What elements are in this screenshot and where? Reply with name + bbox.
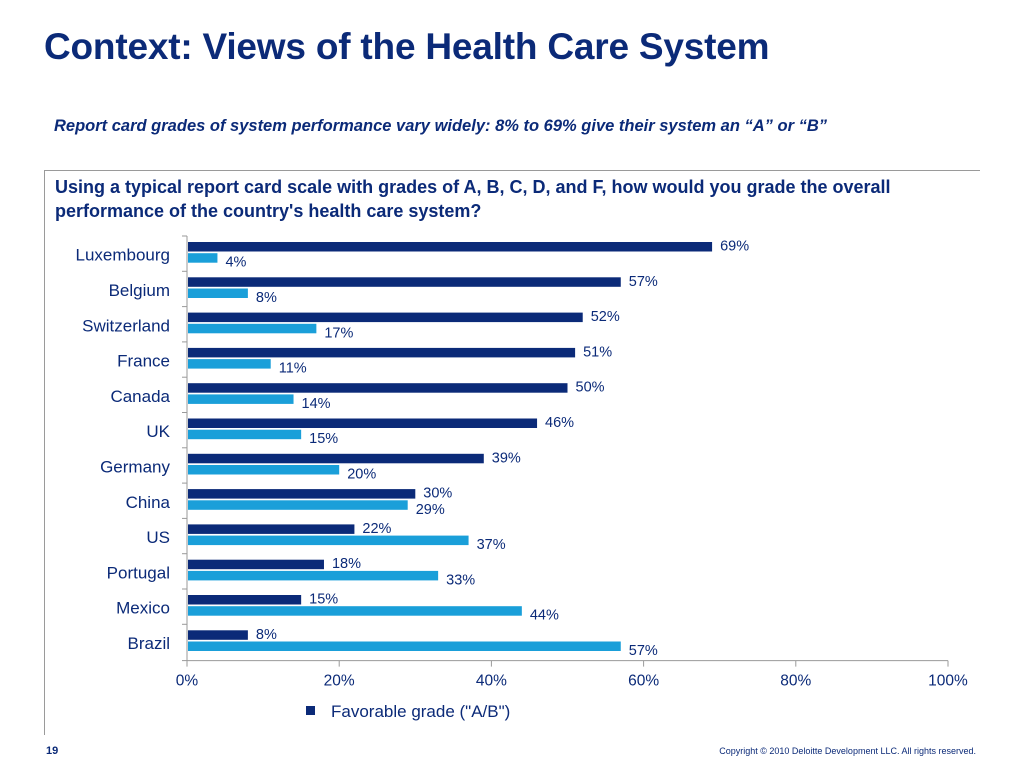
slide-title: Context: Views of the Health Care System — [44, 26, 770, 67]
data-label-favorable: 46% — [545, 415, 574, 431]
chart-title: Using a typical report card scale with g… — [55, 177, 891, 221]
data-label-series-2: 11% — [279, 361, 307, 377]
bar-favorable — [188, 524, 355, 534]
x-tick-label: 40% — [476, 673, 507, 690]
bar-series-2 — [188, 253, 218, 263]
bar-favorable — [188, 630, 248, 640]
category-label: Germany — [100, 457, 170, 476]
copyright-notice: Copyright © 2010 Deloitte Development LL… — [719, 746, 976, 756]
category-label: US — [146, 528, 170, 547]
x-tick-label: 20% — [324, 673, 355, 690]
chart-frame-left-border — [44, 170, 45, 735]
data-label-series-2: 44% — [530, 608, 559, 624]
data-label-favorable: 50% — [576, 380, 605, 396]
data-label-series-2: 15% — [309, 431, 338, 447]
bar-series-2 — [188, 394, 294, 404]
bar-series-2 — [188, 359, 271, 369]
data-label-favorable: 15% — [309, 592, 338, 608]
data-label-series-2: 17% — [324, 325, 353, 341]
slide-subtitle: Report card grades of system performance… — [54, 117, 828, 135]
bar-series-2 — [188, 535, 469, 546]
category-label: Belgium — [109, 281, 170, 300]
category-label: Brazil — [127, 634, 170, 653]
data-label-series-2: 20% — [347, 467, 376, 483]
chart-frame-top-border — [44, 170, 980, 171]
bar-favorable — [188, 418, 538, 428]
bar-favorable — [188, 242, 713, 252]
bar-series-2 — [188, 570, 439, 581]
data-label-favorable: 51% — [583, 344, 612, 360]
category-label: Canada — [110, 387, 170, 406]
data-label-series-2: 29% — [416, 502, 445, 518]
data-label-favorable: 69% — [720, 239, 749, 255]
x-tick-label: 0% — [176, 673, 199, 690]
bar-favorable — [188, 347, 576, 358]
category-label: Mexico — [116, 599, 170, 618]
category-label: Luxembourg — [75, 246, 170, 265]
bar-favorable — [188, 489, 416, 499]
bar-series-2 — [188, 500, 408, 510]
bar-series-2 — [188, 641, 621, 651]
bar-favorable — [188, 277, 621, 287]
category-label: Switzerland — [82, 316, 170, 335]
bar-favorable — [188, 312, 583, 323]
x-tick-label: 100% — [928, 673, 968, 690]
data-label-favorable: 8% — [256, 627, 277, 643]
data-label-favorable: 57% — [629, 274, 658, 290]
x-tick-label: 80% — [780, 673, 811, 690]
bar-series-2 — [188, 606, 522, 616]
legend-label-favorable: Favorable grade ("A/B") — [331, 702, 510, 721]
data-label-series-2: 33% — [446, 572, 475, 588]
bar-favorable — [188, 595, 302, 605]
category-label: UK — [146, 422, 170, 441]
data-label-favorable: 52% — [591, 309, 620, 325]
data-label-favorable: 18% — [332, 556, 361, 572]
data-label-series-2: 57% — [629, 643, 658, 659]
bar-favorable — [188, 453, 484, 464]
data-label-favorable: 39% — [492, 450, 521, 466]
bar-favorable — [188, 383, 568, 393]
page-number: 19 — [46, 745, 59, 757]
category-label: Portugal — [107, 563, 170, 582]
data-label-series-2: 14% — [302, 396, 331, 412]
category-label: China — [126, 493, 171, 512]
bar-series-2 — [188, 429, 302, 440]
data-label-favorable: 22% — [362, 521, 391, 537]
bar-series-2 — [188, 288, 248, 298]
x-tick-label: 60% — [628, 673, 659, 690]
bar-favorable — [188, 559, 324, 570]
legend-swatch-favorable — [306, 706, 315, 715]
data-label-series-2: 8% — [256, 290, 277, 306]
bar-series-2 — [188, 465, 340, 475]
data-label-favorable: 30% — [423, 486, 452, 502]
bar-series-2 — [188, 323, 317, 334]
data-label-series-2: 37% — [477, 537, 506, 553]
data-label-series-2: 4% — [225, 255, 246, 271]
category-label: France — [117, 352, 170, 371]
